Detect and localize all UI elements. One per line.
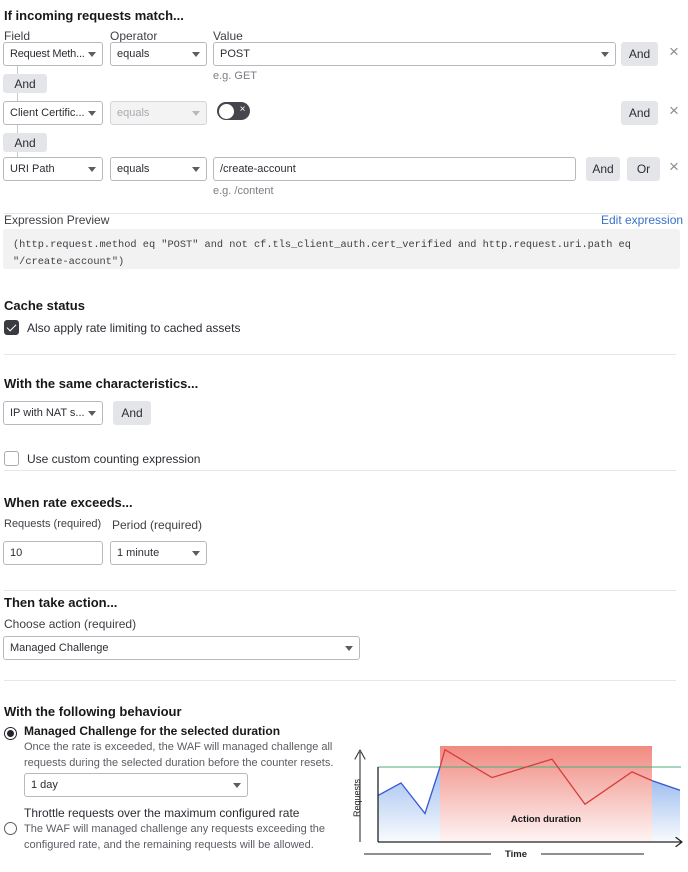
svg-text:Action duration: Action duration (511, 814, 581, 825)
svg-text:Requests: Requests (352, 778, 362, 817)
svg-text:Time: Time (505, 849, 527, 860)
